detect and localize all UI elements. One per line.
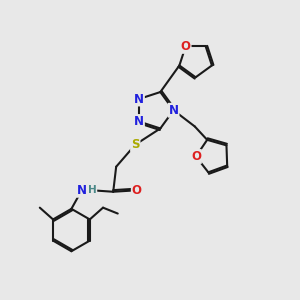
Text: S: S [131, 138, 140, 151]
Text: N: N [77, 184, 87, 197]
Text: O: O [132, 184, 142, 197]
Text: O: O [181, 40, 190, 53]
Text: N: N [134, 92, 144, 106]
Text: N: N [169, 104, 178, 117]
Text: N: N [134, 115, 144, 128]
Text: O: O [191, 150, 201, 163]
Text: H: H [88, 185, 96, 195]
